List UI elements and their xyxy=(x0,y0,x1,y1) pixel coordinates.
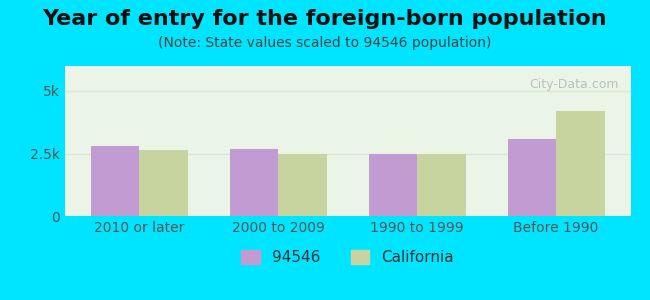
Bar xyxy=(229,148,278,216)
Bar xyxy=(278,154,327,216)
Text: Year of entry for the foreign-born population: Year of entry for the foreign-born popul… xyxy=(43,9,607,29)
Bar xyxy=(369,154,417,216)
Text: (Note: State values scaled to 94546 population): (Note: State values scaled to 94546 popu… xyxy=(159,36,491,50)
Bar xyxy=(417,154,466,216)
Legend: 94546, California: 94546, California xyxy=(235,244,460,272)
Text: City-Data.com: City-Data.com xyxy=(530,78,619,91)
Bar xyxy=(556,111,604,216)
Bar xyxy=(139,150,188,216)
Bar xyxy=(508,139,556,216)
Bar xyxy=(91,146,139,216)
